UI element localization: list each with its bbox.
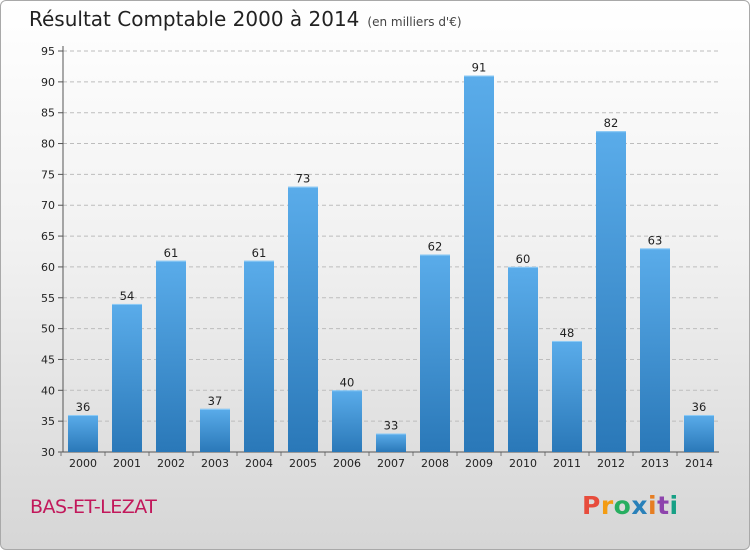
logo-letter: t — [657, 491, 670, 520]
x-tick-label: 2009 — [465, 457, 493, 470]
bar — [420, 254, 450, 452]
y-tick-label: 95 — [41, 45, 55, 58]
bar — [376, 433, 406, 452]
x-tick-label: 2013 — [641, 457, 669, 470]
bar — [640, 248, 670, 452]
bar — [68, 414, 98, 452]
data-label: 33 — [384, 418, 399, 432]
data-label: 73 — [296, 172, 311, 186]
y-tick-label: 50 — [41, 323, 55, 336]
data-label: 61 — [252, 246, 267, 260]
y-tick-label: 75 — [41, 168, 55, 181]
y-tick-label: 55 — [41, 292, 55, 305]
data-label: 61 — [164, 246, 179, 260]
y-tick-label: 40 — [41, 384, 55, 397]
bar — [112, 303, 142, 452]
y-tick-label: 60 — [41, 261, 55, 274]
logo-letter: r — [600, 491, 614, 520]
data-label: 40 — [340, 375, 355, 389]
y-tick-label: 65 — [41, 230, 55, 243]
x-tick-label: 2005 — [289, 457, 317, 470]
logo-letter: x — [631, 491, 648, 520]
bar — [508, 266, 538, 452]
tick-labels: 30 35 40 45 50 55 60 65 70 75 80 85 90 95 2000 2001 2002… — [41, 45, 713, 470]
x-tick-label: 2003 — [201, 457, 229, 470]
logo-letter: o — [613, 491, 632, 520]
data-label: 82 — [604, 116, 619, 130]
x-tick-label: 2012 — [597, 457, 625, 470]
y-tick-label: 30 — [41, 446, 55, 459]
x-tick-label: 2008 — [421, 457, 449, 470]
y-tick-label: 85 — [41, 107, 55, 120]
y-tick-label: 90 — [41, 76, 55, 89]
bar — [200, 408, 230, 452]
bar — [332, 390, 362, 452]
x-tick-label: 2006 — [333, 457, 361, 470]
chart-title: Résultat Comptable 2000 à 2014 (en millie… — [29, 7, 462, 31]
bar — [244, 260, 274, 452]
bar — [464, 75, 494, 452]
x-tick-label: 2011 — [553, 457, 581, 470]
data-labels: 36 54 61 37 61 73 40 33 62 91 60 48 82 63 36 — [76, 61, 707, 433]
x-tick-label: 2000 — [69, 457, 97, 470]
data-label: 54 — [120, 289, 135, 303]
data-label: 36 — [692, 400, 707, 414]
x-tick-label: 2001 — [113, 457, 141, 470]
bar — [288, 186, 318, 452]
data-label: 37 — [208, 394, 223, 408]
x-tick-label: 2010 — [509, 457, 537, 470]
chart-subtitle: (en milliers d'€) — [367, 15, 462, 29]
data-label: 63 — [648, 233, 663, 247]
commune-name: BAS-ET-LEZAT — [30, 496, 157, 518]
bar — [552, 340, 582, 452]
x-tick-label: 2004 — [245, 457, 273, 470]
bars — [68, 75, 714, 452]
y-tick-label: 35 — [41, 415, 55, 428]
proxiti-logo[interactable]: Proxiti — [582, 491, 679, 520]
data-label: 91 — [472, 61, 487, 75]
logo-letter: i — [648, 491, 658, 520]
logo-letter: P — [582, 491, 601, 520]
data-label: 62 — [428, 240, 443, 254]
data-label: 60 — [516, 252, 531, 266]
y-tick-label: 45 — [41, 353, 55, 366]
y-tick-label: 70 — [41, 199, 55, 212]
logo-letter: i — [669, 491, 679, 520]
data-label: 36 — [76, 400, 91, 414]
bar — [156, 260, 186, 452]
x-tick-label: 2014 — [685, 457, 713, 470]
bar — [684, 414, 714, 452]
bar — [596, 131, 626, 452]
x-tick-label: 2002 — [157, 457, 185, 470]
data-label: 48 — [560, 326, 575, 340]
y-tick-label: 80 — [41, 138, 55, 151]
x-tick-label: 2007 — [377, 457, 405, 470]
